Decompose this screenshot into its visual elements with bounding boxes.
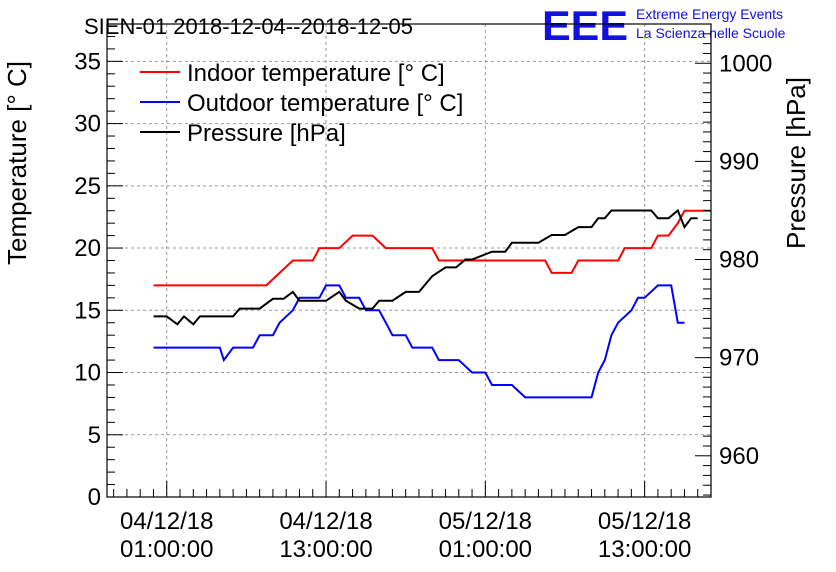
x-tick-label-time: 13:00:00	[598, 536, 691, 563]
eee-logo: EEE Extreme Energy Events La Scienza nel…	[542, 2, 786, 49]
x-tick-label-date: 05/12/18	[439, 508, 532, 535]
x-tick-label-date: 04/12/18	[120, 508, 213, 535]
y-left-tick-label: 10	[74, 360, 101, 387]
chart-title: SIEN-01 2018-12-04--2018-12-05	[84, 14, 413, 39]
series-line-2	[153, 208, 698, 326]
y-axis-right-label: Pressure [hPa]	[781, 77, 811, 249]
series-lines	[153, 208, 711, 399]
y-left-tick-label: 35	[74, 48, 101, 75]
y-right-tick-label: 970	[719, 345, 759, 372]
y-right-tick-label: 960	[719, 443, 759, 470]
legend: Indoor temperature [° C] Outdoor temperat…	[140, 60, 463, 147]
logo-line-1: Extreme Energy Events	[636, 6, 783, 22]
y-right-tick-label: 980	[719, 247, 759, 274]
y-right-tick-label: 1000	[719, 50, 772, 77]
y-left-tick-label: 5	[88, 422, 101, 449]
x-tick-label-time: 01:00:00	[439, 536, 532, 563]
x-tick-label-time: 01:00:00	[120, 536, 213, 563]
legend-label-2: Pressure [hPa]	[187, 120, 346, 147]
x-tick-label-time: 13:00:00	[279, 536, 372, 563]
axes: 05101520253035960970980990100004/12/1801…	[74, 23, 772, 563]
logo-mark: EEE	[542, 2, 628, 49]
y-left-tick-label: 20	[74, 235, 101, 262]
y-axis-left-label: Temperature [° C]	[2, 61, 32, 265]
y-left-tick-label: 25	[74, 173, 101, 200]
x-tick-label-date: 04/12/18	[279, 508, 372, 535]
y-left-tick-label: 15	[74, 297, 101, 324]
y-left-tick-label: 30	[74, 111, 101, 138]
series-line-0	[153, 209, 711, 287]
series-line-1	[153, 284, 685, 399]
y-right-tick-label: 990	[719, 148, 759, 175]
x-tick-label-date: 05/12/18	[598, 508, 691, 535]
legend-label-1: Outdoor temperature [° C]	[187, 90, 463, 117]
y-left-tick-label: 0	[88, 484, 101, 511]
legend-label-0: Indoor temperature [° C]	[187, 60, 445, 87]
